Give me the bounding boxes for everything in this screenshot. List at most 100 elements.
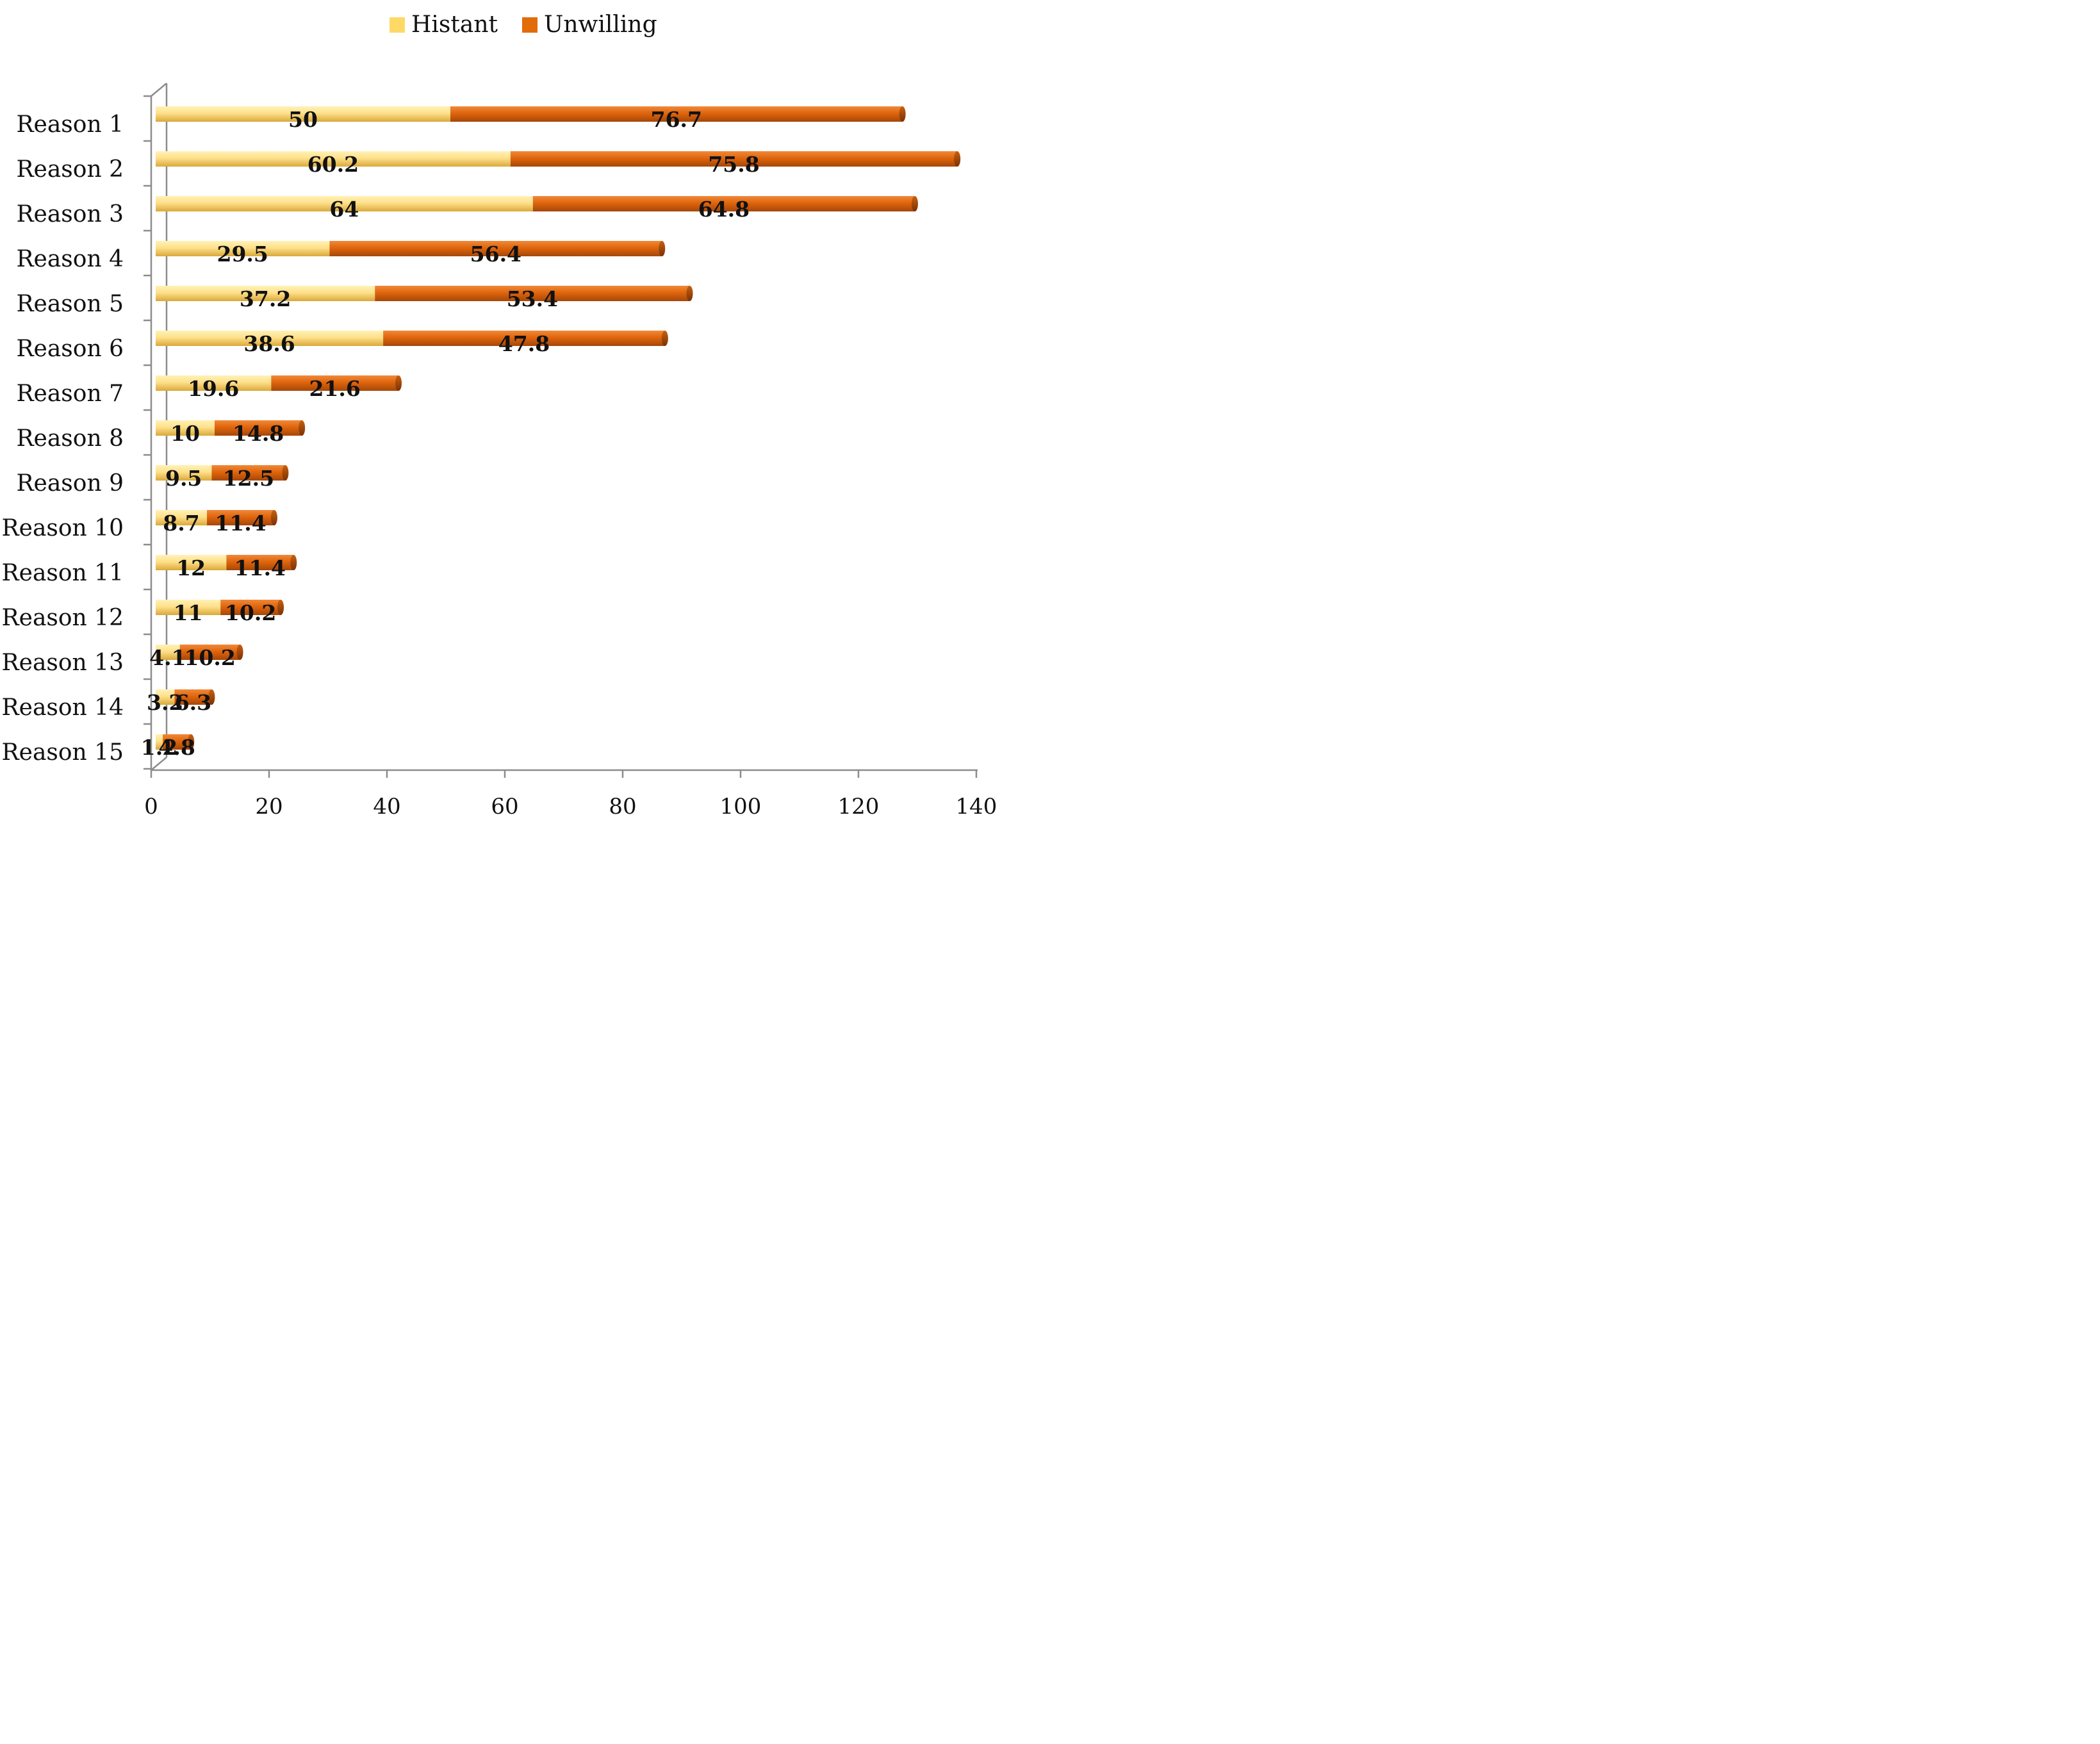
data-label-histant-reason-13: 4.1 xyxy=(149,645,186,670)
x-tick-label-120: 120 xyxy=(838,794,880,819)
data-label-unwilling-reason-6: 47.8 xyxy=(498,331,550,356)
category-labels: Reason 1 Reason 2 Reason 3 Reason 4 Reason 5… xyxy=(2,111,124,766)
bar-histant-reason-3 xyxy=(156,196,533,211)
bar-histant-reason-11 xyxy=(156,555,227,570)
bar-histant-reason-8 xyxy=(156,420,215,436)
category-label-reason-9: Reason 9 xyxy=(16,470,124,497)
data-label-unwilling-reason-9: 12.5 xyxy=(223,466,274,491)
data-label-unwilling-reason-8: 14.8 xyxy=(233,421,284,446)
bar-histant-reason-2 xyxy=(156,151,511,167)
bar-histant-reason-7 xyxy=(156,375,272,391)
x-tick-label-100: 100 xyxy=(720,794,762,819)
bar-histant-reason-4 xyxy=(156,241,330,256)
bar-unwilling-reason-2 xyxy=(510,151,958,167)
bar-histant-reason-6 xyxy=(156,331,384,346)
bar-end-cap-reason-11 xyxy=(290,555,297,570)
x-tick-label-40: 40 xyxy=(373,794,400,819)
bar-histant-reason-9 xyxy=(156,465,212,481)
data-label-unwilling-reason-2: 75.8 xyxy=(708,152,759,177)
bar-unwilling-reason-11 xyxy=(226,555,294,570)
bar-end-cap-reason-3 xyxy=(911,196,918,211)
bars xyxy=(156,106,961,750)
data-label-histant-reason-11: 12 xyxy=(176,555,206,580)
bar-histant-reason-15 xyxy=(156,734,163,750)
stacked-bar-chart: Histant Unwilling 0 20 40 60 80 100 120 140 Rea… xyxy=(2,12,997,819)
legend-swatch-histant xyxy=(390,17,405,33)
data-label-histant-reason-15: 1.2 xyxy=(141,735,177,760)
category-label-reason-3: Reason 3 xyxy=(16,201,124,227)
bar-unwilling-reason-15 xyxy=(163,734,192,750)
category-label-reason-4: Reason 4 xyxy=(16,246,124,272)
data-label-unwilling-reason-7: 21.6 xyxy=(309,376,360,401)
bar-unwilling-reason-13 xyxy=(179,645,240,660)
bar-end-cap-reason-13 xyxy=(236,645,243,660)
data-label-unwilling-reason-10: 11.4 xyxy=(215,511,266,536)
category-label-reason-11: Reason 11 xyxy=(2,560,124,586)
bar-unwilling-reason-7 xyxy=(271,375,399,391)
data-labels: 50 76.7 60.2 75.8 64 64.8 29.5 56.4 37.2 53.4 38.6… xyxy=(141,107,760,760)
data-label-unwilling-reason-15: 4.8 xyxy=(158,735,195,760)
category-label-reason-6: Reason 6 xyxy=(16,336,124,362)
bar-end-cap-reason-9 xyxy=(282,465,289,481)
data-label-histant-reason-12: 11 xyxy=(174,600,203,625)
bar-histant-reason-1 xyxy=(156,106,450,122)
x-tick-label-60: 60 xyxy=(491,794,518,819)
category-label-reason-7: Reason 7 xyxy=(16,381,124,407)
data-label-histant-reason-10: 8.7 xyxy=(163,511,199,536)
data-label-unwilling-reason-12: 10.2 xyxy=(225,600,276,625)
bar-end-cap-reason-8 xyxy=(299,420,306,436)
bar-unwilling-reason-12 xyxy=(220,600,281,615)
data-label-unwilling-reason-13: 10.2 xyxy=(184,645,235,670)
legend-label-histant: Histant xyxy=(411,12,498,38)
category-label-reason-5: Reason 5 xyxy=(16,291,124,317)
category-label-reason-15: Reason 15 xyxy=(2,739,124,766)
legend: Histant Unwilling xyxy=(390,12,657,38)
data-label-unwilling-reason-5: 53.4 xyxy=(507,286,558,311)
data-label-histant-reason-4: 29.5 xyxy=(217,242,268,267)
bar-unwilling-reason-5 xyxy=(375,286,690,301)
data-label-histant-reason-6: 38.6 xyxy=(243,331,295,356)
bar-histant-reason-13 xyxy=(156,645,180,660)
category-label-reason-14: Reason 14 xyxy=(2,695,124,721)
bar-histant-reason-5 xyxy=(156,286,375,301)
data-label-histant-reason-14: 3.2 xyxy=(147,690,183,715)
bar-end-cap-reason-5 xyxy=(686,286,693,301)
category-label-reason-8: Reason 8 xyxy=(16,425,124,452)
data-label-histant-reason-1: 50 xyxy=(288,107,318,132)
bar-histant-reason-14 xyxy=(156,689,175,705)
data-label-histant-reason-2: 60.2 xyxy=(308,152,359,177)
bar-unwilling-reason-4 xyxy=(329,241,662,256)
category-label-reason-1: Reason 1 xyxy=(16,111,124,138)
bar-end-cap-reason-6 xyxy=(661,331,668,346)
data-label-histant-reason-5: 37.2 xyxy=(240,286,291,311)
category-label-reason-12: Reason 12 xyxy=(2,605,124,631)
data-label-unwilling-reason-1: 76.7 xyxy=(651,107,702,132)
bar-end-cap-reason-1 xyxy=(899,106,906,122)
data-label-histant-reason-8: 10 xyxy=(170,421,200,446)
bar-unwilling-reason-6 xyxy=(383,331,665,346)
data-label-histant-reason-7: 19.6 xyxy=(188,376,239,401)
bar-histant-reason-12 xyxy=(156,600,221,615)
data-label-histant-reason-3: 64 xyxy=(329,197,359,222)
y-axis-top-depth xyxy=(151,83,167,97)
bar-end-cap-reason-10 xyxy=(270,510,277,525)
data-label-unwilling-reason-14: 6.3 xyxy=(175,690,211,715)
bar-unwilling-reason-10 xyxy=(207,510,274,525)
bar-end-cap-reason-7 xyxy=(395,375,402,391)
bar-unwilling-reason-1 xyxy=(450,106,903,122)
bar-end-cap-reason-15 xyxy=(188,734,195,750)
y-axis-bottom-depth xyxy=(151,757,167,771)
y-axis-ticks xyxy=(144,95,151,770)
x-tick-label-0: 0 xyxy=(144,794,158,819)
bar-unwilling-reason-9 xyxy=(211,465,286,481)
bar-end-cap-reason-2 xyxy=(954,151,961,167)
category-label-reason-10: Reason 10 xyxy=(2,515,124,541)
x-axis-ticks: 0 20 40 60 80 100 120 140 xyxy=(144,770,997,819)
category-label-reason-2: Reason 2 xyxy=(16,156,124,183)
legend-swatch-unwilling xyxy=(522,17,537,33)
data-label-histant-reason-9: 9.5 xyxy=(165,466,202,491)
x-tick-label-140: 140 xyxy=(956,794,997,819)
data-label-unwilling-reason-4: 56.4 xyxy=(470,242,521,267)
x-tick-label-80: 80 xyxy=(609,794,636,819)
chart-container: Histant Unwilling 0 20 40 60 80 100 120 140 Rea… xyxy=(0,0,1005,834)
